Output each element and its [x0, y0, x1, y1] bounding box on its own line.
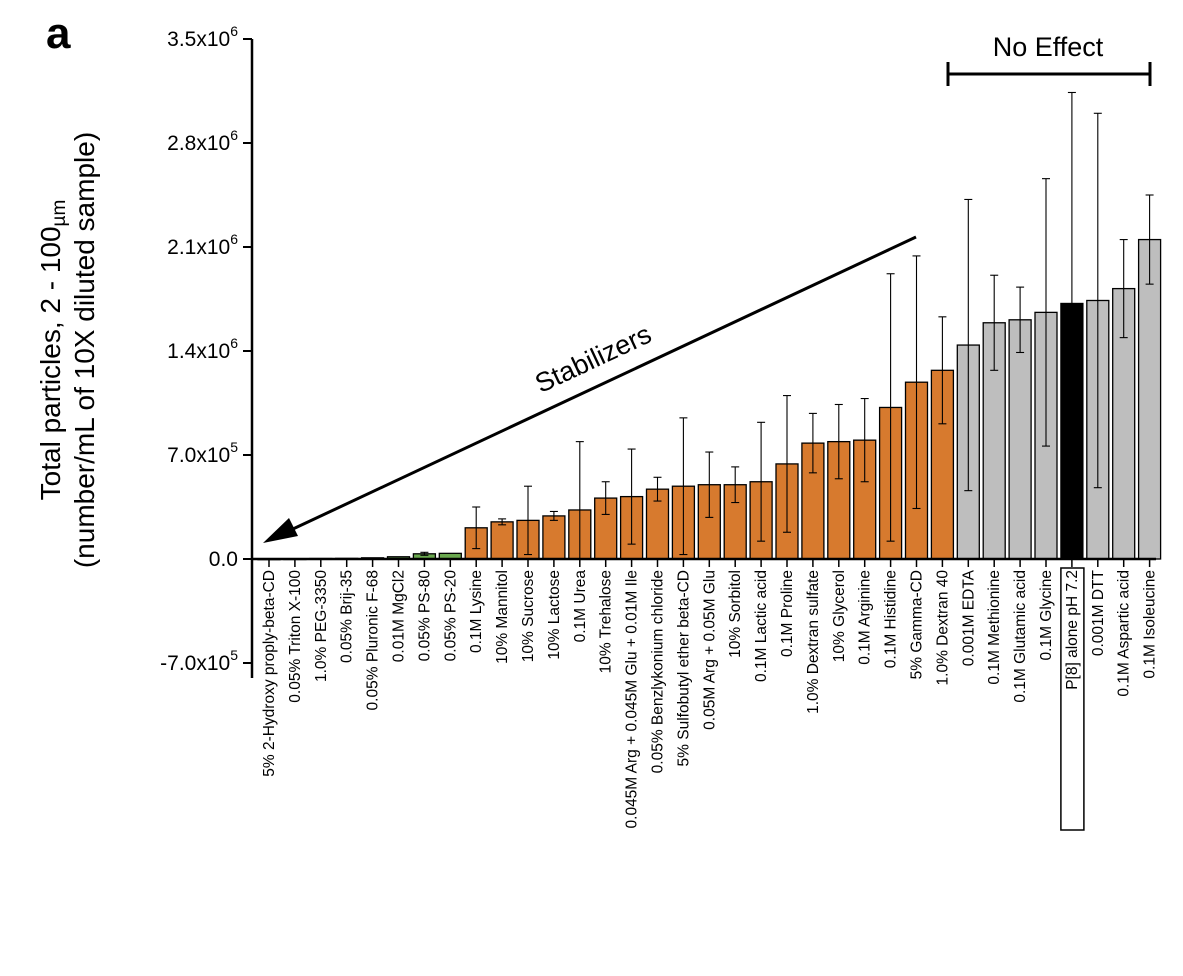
error-bar — [498, 518, 507, 526]
error-bar — [731, 466, 740, 504]
x-tick-label: 0.05% Pluronic F-68 — [365, 570, 382, 710]
x-tick-label: 0.001M EDTA — [960, 569, 977, 666]
error-bar — [990, 274, 999, 371]
x-tick-label: 5% Gamma-CD — [909, 570, 926, 679]
x-tick-label: 1.0% Dextran 40 — [934, 570, 951, 686]
error-bar — [653, 476, 662, 502]
x-tick-label: 0.1M Isoleucine — [1142, 570, 1159, 679]
error-bar — [679, 417, 688, 556]
error-bar — [1016, 286, 1025, 354]
y-tick-label: 7.0x105 — [167, 439, 238, 467]
x-tick-label: 0.01M MgCl2 — [391, 570, 408, 662]
error-bar — [549, 510, 558, 521]
x-tick-label: 10% Sucrose — [520, 570, 537, 662]
x-tick-label: 0.1M Arginine — [857, 570, 874, 665]
x-tick-label: 0.1M Glutamic acid — [1012, 570, 1029, 703]
x-tick-label: 0.045M Arg + 0.045M Glu + 0.01M Ile — [624, 570, 641, 828]
error-bar — [1042, 178, 1050, 447]
highlight-box — [1060, 567, 1085, 831]
x-tick-label: 5% Sulfobutyl ether beta-CD — [675, 570, 692, 766]
y-axis-label-line2: (number/mL of 10X diluted sample) — [69, 132, 100, 568]
stabilizers-arrow-head — [263, 518, 298, 543]
x-tick-label: 5% 2-Hydroxy proply-beta-CD — [261, 570, 278, 777]
x-tick-label: 10% Lactose — [546, 570, 563, 660]
x-tick-label: 0.001M DTT — [1090, 569, 1107, 656]
bar — [1008, 319, 1032, 560]
x-tick-label: 0.05% Brij-35 — [339, 570, 356, 663]
bar — [490, 521, 514, 560]
error-bar — [1067, 91, 1076, 515]
x-tick-label: 0.1M Methionine — [986, 570, 1003, 685]
error-bar — [912, 255, 921, 510]
y-tick-label: -7.0x105 — [160, 647, 238, 675]
error-bar — [627, 448, 636, 545]
error-bar — [472, 506, 481, 550]
panel-label: a — [46, 9, 71, 58]
x-tick-label: 0.1M Urea — [572, 570, 589, 643]
error-bar — [601, 481, 610, 515]
x-tick-label: P[8] alone pH 7.2 — [1064, 570, 1081, 690]
error-bar — [938, 316, 947, 425]
error-bar — [524, 485, 532, 556]
error-bar — [783, 395, 791, 533]
error-bar — [860, 397, 869, 483]
no-effect-label: No Effect — [993, 32, 1104, 62]
x-tick-label: 10% Trehalose — [598, 570, 615, 673]
x-tick-label: 0.1M Lactic acid — [753, 570, 770, 682]
x-tick-label: 0.1M Glycine — [1038, 570, 1055, 660]
error-bar — [420, 551, 429, 556]
x-axis — [252, 557, 1156, 567]
x-tick-label: 0.05% PS-20 — [442, 570, 459, 662]
y-tick-label: 1.4x106 — [167, 335, 238, 363]
bar — [1137, 238, 1162, 560]
error-bar — [808, 412, 817, 474]
error-bar — [886, 273, 895, 542]
error-bars — [420, 91, 1154, 560]
error-bar — [757, 421, 766, 542]
y-axis: 3.5x106 2.8x106 2.1x106 1.4x106 7.0x105 0.0 -7… — [160, 23, 254, 678]
x-tick-label: 0.1M Aspartic acid — [1116, 570, 1133, 697]
error-bar — [1145, 194, 1154, 285]
x-tick-label: 0.05% Benzlykonium chloride — [650, 570, 667, 773]
stabilizers-arrow-line — [277, 235, 917, 538]
error-bar — [705, 451, 714, 518]
y-tick-label: 2.1x106 — [167, 231, 238, 259]
x-tick-label: 0.1M Histidine — [883, 570, 900, 668]
error-bar — [1119, 239, 1128, 339]
y-tick-label: 2.8x106 — [167, 127, 238, 155]
x-tick-label: 10% Sorbitol — [727, 570, 744, 658]
error-bar — [1093, 112, 1102, 489]
x-tick-label: 0.05% PS-80 — [416, 570, 433, 662]
x-tick-label: 10% Glycerol — [831, 570, 848, 662]
x-tick-label: 1.0% Dextran sulfate — [805, 570, 822, 714]
x-tick-labels: 5% 2-Hydroxy proply-beta-CD 0.05% Triton … — [261, 567, 1159, 831]
no-effect-annotation: No Effect — [946, 32, 1152, 86]
y-axis-label: Total particles, 2 - 100µm (number/mL of… — [35, 132, 100, 568]
x-tick-label: 1.0% PEG-3350 — [313, 570, 330, 682]
x-tick-label: 0.05% Triton X-100 — [287, 570, 304, 703]
error-bar — [964, 198, 973, 492]
x-tick-label: 0.1M Lysine — [468, 570, 485, 653]
y-tick-label: 3.5x106 — [167, 23, 238, 51]
x-tick-label: 0.05M Arg + 0.05M Glu — [701, 570, 718, 730]
x-tick-label: 0.1M Proline — [779, 570, 796, 657]
error-bar — [834, 403, 843, 480]
bar — [542, 515, 566, 560]
y-axis-label-line1: Total particles, 2 - 100µm — [35, 200, 70, 501]
x-tick-label: 10% Mannitol — [494, 570, 511, 664]
y-tick-label: 0.0 — [209, 548, 238, 571]
